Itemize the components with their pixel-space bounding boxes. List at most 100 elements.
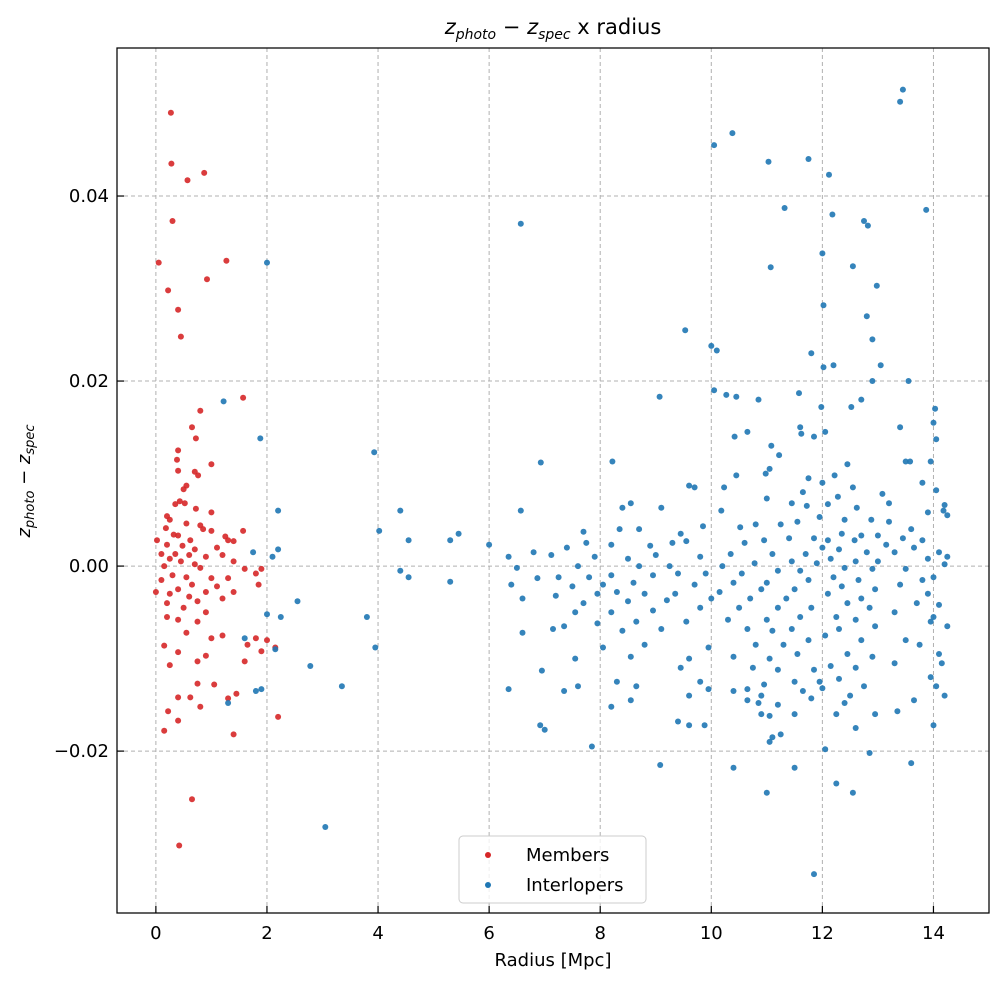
data-point-interlopers: [763, 789, 770, 796]
data-point-interlopers: [738, 570, 745, 577]
data-point-interlopers: [686, 722, 693, 729]
data-point-members: [202, 652, 209, 659]
data-point-interlopers: [858, 637, 865, 644]
data-point-members: [208, 635, 215, 642]
data-point-interlopers: [858, 595, 865, 602]
data-point-interlopers: [541, 726, 548, 733]
data-point-interlopers: [908, 526, 915, 533]
data-point-members: [155, 259, 162, 266]
data-point-interlopers: [763, 616, 770, 623]
data-point-interlopers: [777, 521, 784, 528]
data-point-interlopers: [747, 595, 754, 602]
data-point-interlopers: [663, 597, 670, 604]
data-point-interlopers: [824, 501, 831, 508]
data-point-interlopers: [820, 364, 827, 371]
data-point-interlopers: [919, 577, 926, 583]
legend-marker-members: [485, 852, 491, 858]
data-point-interlopers: [936, 601, 942, 608]
title-sub1: photo: [455, 27, 496, 43]
data-point-members: [208, 509, 215, 516]
data-point-members: [225, 537, 232, 544]
data-point-members: [195, 472, 202, 479]
data-point-interlopers: [594, 620, 601, 627]
data-point-interlopers: [702, 570, 709, 577]
data-point-interlopers: [820, 302, 827, 309]
data-point-interlopers: [519, 595, 526, 602]
data-point-interlopers: [269, 553, 276, 560]
data-point-interlopers: [933, 436, 940, 443]
data-point-interlopers: [849, 263, 856, 270]
data-point-members: [194, 598, 201, 605]
data-point-members: [175, 467, 182, 474]
data-point-interlopers: [858, 396, 865, 403]
data-point-interlopers: [811, 666, 817, 673]
data-point-interlopers: [455, 530, 462, 537]
data-point-interlopers: [697, 604, 704, 611]
data-point-interlopers: [697, 678, 704, 685]
data-point-members: [166, 516, 173, 523]
data-point-members: [187, 694, 194, 701]
data-point-members: [165, 708, 172, 715]
data-point-interlopers: [697, 553, 704, 560]
data-point-interlopers: [927, 458, 934, 465]
data-point-members: [175, 306, 182, 313]
data-point-members: [158, 551, 165, 557]
data-point-interlopers: [561, 688, 568, 694]
data-point-interlopers: [758, 586, 765, 593]
x-tick-label: 0: [150, 923, 161, 944]
data-point-members: [180, 486, 187, 493]
data-point-interlopers: [849, 484, 856, 491]
data-point-members: [187, 537, 194, 544]
data-point-interlopers: [275, 546, 282, 553]
data-point-members: [214, 583, 220, 590]
data-point-members: [255, 581, 262, 588]
data-point-interlopers: [933, 487, 940, 494]
data-point-interlopers: [534, 575, 541, 582]
data-point-interlopers: [731, 433, 738, 440]
data-point-interlopers: [844, 651, 851, 657]
data-point-interlopers: [686, 482, 693, 489]
data-point-interlopers: [683, 618, 690, 625]
data-point-interlopers: [563, 544, 570, 551]
legend-marker-interlopers: [485, 882, 491, 888]
data-point-interlopers: [682, 327, 689, 334]
data-point-interlopers: [848, 404, 855, 410]
data-point-interlopers: [833, 711, 840, 718]
data-point-members: [202, 553, 209, 560]
data-point-interlopers: [397, 567, 404, 574]
data-point-interlopers: [869, 336, 876, 343]
data-point-interlopers: [755, 396, 762, 403]
data-point-interlopers: [811, 871, 817, 878]
data-point-interlopers: [872, 711, 879, 718]
data-point-interlopers: [844, 461, 851, 468]
data-point-members: [177, 558, 184, 565]
title-z2: z: [526, 15, 539, 39]
data-point-interlopers: [538, 667, 545, 674]
data-point-interlopers: [799, 489, 806, 496]
data-point-members: [211, 681, 218, 688]
data-point-interlopers: [752, 521, 759, 528]
x-tick-label: 12: [811, 923, 834, 944]
data-point-interlopers: [872, 623, 879, 630]
data-point-members: [152, 589, 159, 595]
data-point-members: [194, 658, 201, 665]
data-point-interlopers: [808, 350, 815, 357]
data-point-interlopers: [508, 581, 515, 588]
data-point-interlopers: [919, 479, 926, 486]
data-point-members: [202, 589, 209, 595]
data-point-interlopers: [924, 509, 931, 516]
data-point-interlopers: [572, 655, 579, 662]
data-point-interlopers: [836, 626, 842, 632]
data-point-interlopers: [758, 692, 765, 699]
data-point-members: [194, 680, 201, 687]
data-point-interlopers: [788, 626, 795, 632]
data-point-members: [175, 616, 182, 623]
data-point-interlopers: [241, 635, 248, 642]
data-point-interlopers: [708, 342, 715, 349]
data-point-interlopers: [894, 708, 901, 715]
data-point-interlopers: [805, 475, 812, 482]
data-point-interlopers: [723, 391, 730, 398]
data-point-members: [244, 641, 251, 648]
data-point-members: [164, 541, 170, 548]
data-point-interlopers: [716, 589, 723, 595]
